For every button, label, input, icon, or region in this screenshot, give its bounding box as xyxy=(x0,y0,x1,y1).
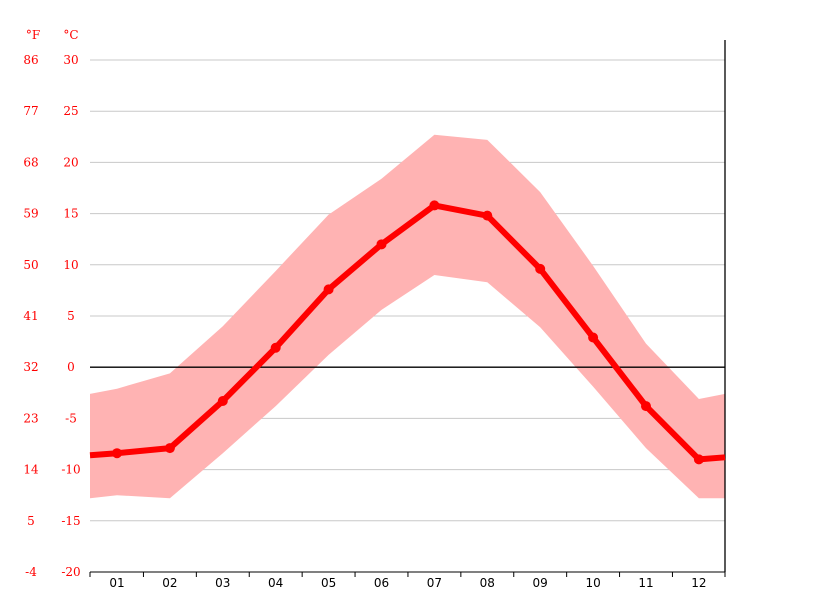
x-tick-label: 12 xyxy=(691,576,706,590)
fahrenheit-unit-label: °F xyxy=(26,28,40,42)
x-tick-label: 05 xyxy=(321,576,336,590)
y-tick-label-fahrenheit: 23 xyxy=(23,411,38,425)
y-tick-label-celsius: -20 xyxy=(61,565,80,579)
y-tick-label-fahrenheit: 41 xyxy=(23,309,38,323)
data-point xyxy=(482,210,493,221)
temperature-range-band xyxy=(90,134,725,499)
x-tick-label: 04 xyxy=(268,576,283,590)
y-tick-label-fahrenheit: 14 xyxy=(23,463,39,477)
data-point xyxy=(112,448,122,459)
y-tick-label-fahrenheit: 32 xyxy=(23,360,38,374)
y-tick-label-fahrenheit: 68 xyxy=(23,155,38,169)
data-point xyxy=(535,263,546,274)
data-point xyxy=(164,443,175,454)
x-tick-label: 09 xyxy=(533,576,548,590)
y-tick-label-celsius: 10 xyxy=(63,258,78,272)
x-tick-label: 02 xyxy=(162,576,177,590)
y-tick-label-celsius: 20 xyxy=(63,155,78,169)
data-point xyxy=(270,342,281,353)
data-point xyxy=(693,454,704,465)
y-tick-label-celsius: -15 xyxy=(61,514,80,528)
data-point xyxy=(376,239,387,250)
x-tick-label: 07 xyxy=(427,576,442,590)
y-tick-label-celsius: 0 xyxy=(67,360,75,374)
y-tick-label-celsius: 5 xyxy=(67,309,75,323)
y-tick-label-fahrenheit: 50 xyxy=(23,258,38,272)
data-point xyxy=(217,395,228,406)
x-tick-label: 01 xyxy=(109,576,124,590)
data-point xyxy=(588,332,599,343)
x-tick-label: 11 xyxy=(638,576,653,590)
x-tick-label: 10 xyxy=(585,576,600,590)
celsius-unit-label: °C xyxy=(63,28,78,42)
y-tick-label-fahrenheit: 77 xyxy=(23,104,38,118)
y-tick-label-fahrenheit: 5 xyxy=(27,514,35,528)
data-point xyxy=(323,284,334,295)
average-temperature-line xyxy=(89,202,726,463)
data-point xyxy=(641,401,651,412)
y-tick-label-fahrenheit: 59 xyxy=(23,207,38,221)
y-tick-label-celsius: 25 xyxy=(63,104,78,118)
y-tick-label-celsius: 15 xyxy=(63,207,78,221)
data-point xyxy=(429,200,440,211)
y-tick-label-fahrenheit: -4 xyxy=(25,565,37,579)
y-tick-label-fahrenheit: 86 xyxy=(23,53,38,67)
x-tick-label: 06 xyxy=(374,576,389,590)
y-tick-label-celsius: -10 xyxy=(61,463,80,477)
x-tick-label: 08 xyxy=(480,576,495,590)
y-tick-label-celsius: -5 xyxy=(65,411,77,425)
x-tick-label: 03 xyxy=(215,576,230,590)
y-tick-label-celsius: 30 xyxy=(63,53,78,67)
